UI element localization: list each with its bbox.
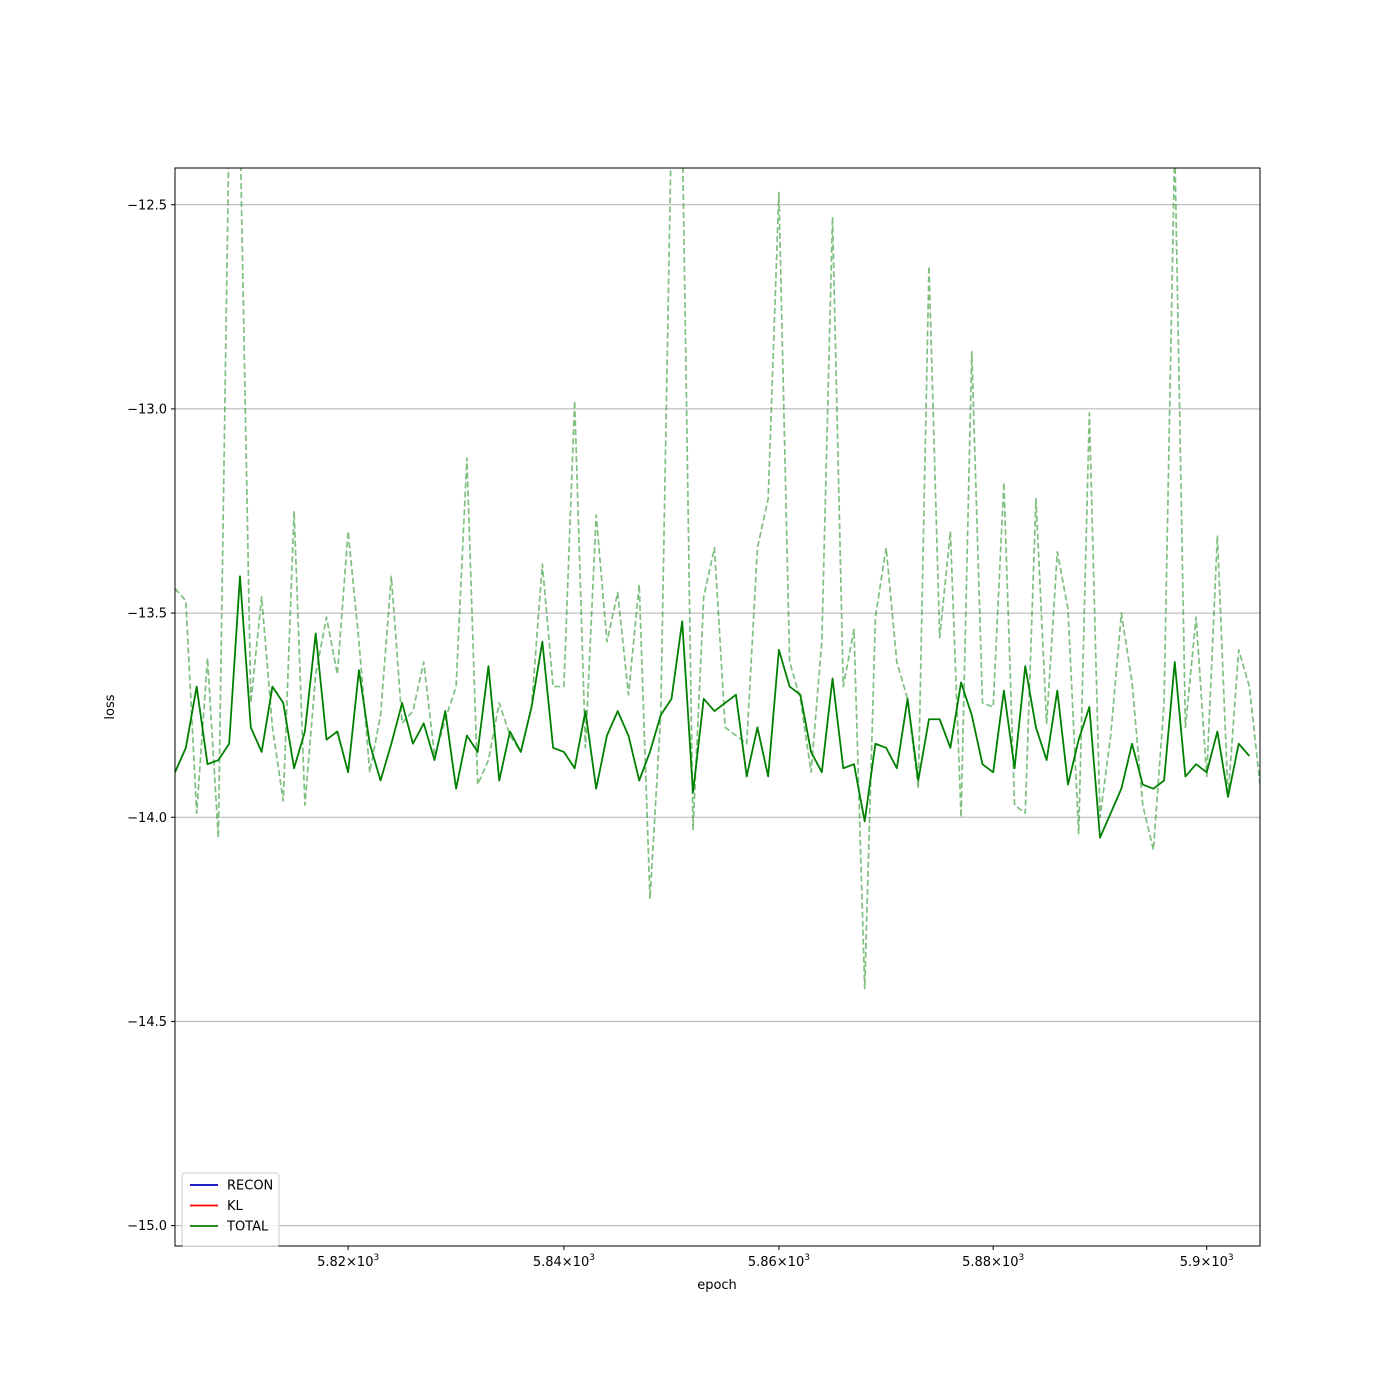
total-dashed-series-line — [175, 168, 1260, 990]
x-tick-label: 5.9×103 — [1180, 1253, 1234, 1270]
x-tick-base: 10 — [788, 1255, 805, 1270]
y-tick-label: −13.5 — [127, 607, 167, 622]
x-tick-exponent: 3 — [804, 1253, 810, 1263]
x-tick-base: 10 — [573, 1255, 590, 1270]
x-tick-mantissa: 5.84 — [533, 1255, 562, 1270]
x-tick-label: 5.82×103 — [317, 1253, 379, 1270]
x-tick-base: 10 — [1211, 1255, 1228, 1270]
x-tick-base: 10 — [357, 1255, 374, 1270]
x-tick-mantissa: 5.86 — [748, 1255, 777, 1270]
plot-frame — [174, 167, 1261, 1247]
x-tick-mantissa: 5.82 — [317, 1255, 346, 1270]
x-tick-times: × — [991, 1255, 1002, 1270]
x-tick-exponent: 3 — [373, 1253, 379, 1263]
y-tick-label: −14.0 — [127, 811, 167, 826]
x-tick-times: × — [346, 1255, 357, 1270]
x-tick-exponent: 3 — [1019, 1253, 1025, 1263]
x-tick-label: 5.86×103 — [748, 1253, 810, 1270]
y-axis-label: loss — [103, 694, 118, 719]
legend-box — [181, 1172, 280, 1247]
x-tick-label: 5.84×103 — [533, 1253, 595, 1270]
grid-lines — [175, 204, 1260, 1227]
y-axis: −12.5 −13.0 −13.5 −14.0 −14.5 −15.0 — [127, 198, 175, 1234]
legend-label: TOTAL — [226, 1220, 269, 1235]
legend-label: KL — [227, 1199, 244, 1214]
x-tick-times: × — [777, 1255, 788, 1270]
x-tick-base: 10 — [1002, 1255, 1019, 1270]
x-tick-times: × — [1200, 1255, 1211, 1270]
x-tick-mantissa: 5.9 — [1180, 1255, 1201, 1270]
x-tick-exponent: 3 — [1228, 1253, 1234, 1263]
x-axis: 5.82×103 5.84×103 5.86×103 5.88×103 5.9×103 — [317, 1246, 1234, 1270]
x-tick-mantissa: 5.88 — [962, 1255, 991, 1270]
y-tick-label: −14.5 — [127, 1015, 167, 1030]
legend: RECON KL TOTAL — [181, 1172, 280, 1247]
legend-label: RECON — [227, 1179, 273, 1194]
total-series-line — [175, 575, 1251, 839]
y-tick-label: −12.5 — [127, 198, 167, 213]
y-tick-label: −13.0 — [127, 402, 167, 417]
y-tick-label: −15.0 — [127, 1219, 167, 1234]
x-tick-times: × — [562, 1255, 573, 1270]
series-layer — [175, 168, 1260, 990]
x-tick-label: 5.88×103 — [962, 1253, 1024, 1270]
x-tick-exponent: 3 — [589, 1253, 595, 1263]
x-axis-label: epoch — [697, 1278, 737, 1293]
